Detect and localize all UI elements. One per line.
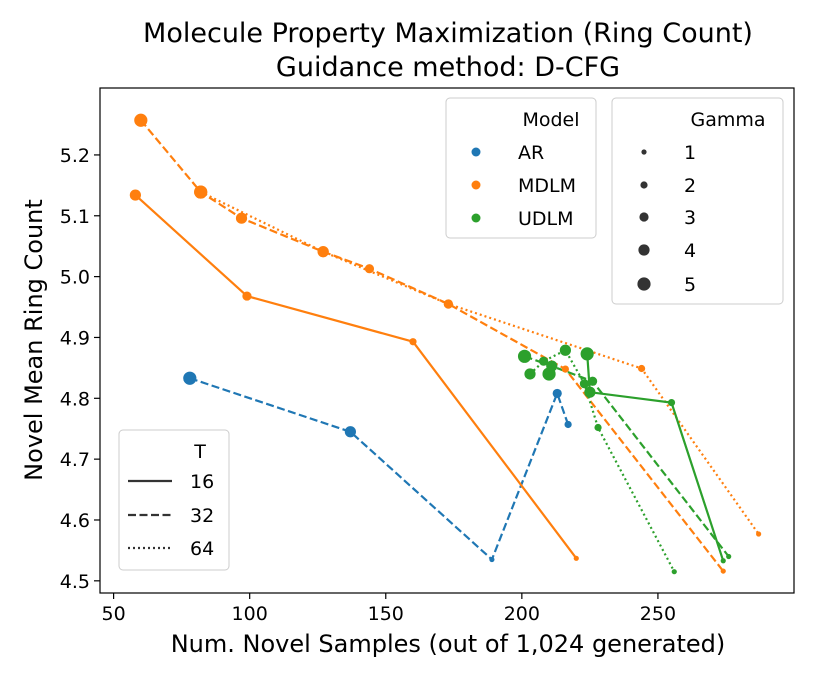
data-point-udlm-t16-3 xyxy=(720,558,726,564)
legend-t-label-32: 32 xyxy=(190,505,214,527)
legend-gamma-marker-2 xyxy=(640,181,648,189)
legend-marker-mdlm xyxy=(471,180,481,190)
legend-gamma-marker-4 xyxy=(638,244,650,256)
legend-gamma-label-4: 4 xyxy=(684,240,696,262)
x-axis-label: Num. Novel Samples (out of 1,024 generat… xyxy=(171,630,726,658)
legend-label-mdlm: MDLM xyxy=(518,175,576,197)
y-tick-label-1: 4.6 xyxy=(60,510,90,532)
legend-gamma-box xyxy=(611,97,784,305)
data-point-mdlm-t32-4 xyxy=(364,264,375,274)
data-point-mdlm-t32-2 xyxy=(235,212,248,224)
data-point-udlm-t64-0 xyxy=(524,368,536,380)
series-line-mdlm-t16 xyxy=(134,194,578,559)
series-line-udlm-t64 xyxy=(529,349,676,573)
data-point-udlm-t64-5 xyxy=(671,569,677,575)
legend-gamma-title: Gamma xyxy=(690,109,765,131)
legend-marker-udlm xyxy=(471,213,481,223)
legend-gamma-label-1: 1 xyxy=(684,142,696,164)
data-point-ar-t32-0 xyxy=(183,371,197,385)
data-point-udlm-t16-1 xyxy=(584,386,596,398)
data-point-udlm-t64-3 xyxy=(579,379,590,389)
y-tick-label-0: 4.5 xyxy=(60,571,90,593)
legend-gamma-label-2: 2 xyxy=(684,175,696,197)
series-line-udlm-t32 xyxy=(524,355,730,558)
x-tick-label-2: 150 xyxy=(368,603,404,625)
data-point-ar-t32-1 xyxy=(344,426,356,438)
legend-model: Model AR MDLM UDLM xyxy=(445,97,597,239)
data-point-ar-t32-3 xyxy=(552,388,562,399)
y-axis-label: Novel Mean Ring Count xyxy=(20,199,48,481)
data-point-mdlm-t16-1 xyxy=(242,291,252,301)
tick-layer: 50 100 150 200 250 4.5 4.6 4.7 4.8 4.9 5.0 5.1 5.2 xyxy=(60,145,676,625)
data-point-mdlm-t64-2 xyxy=(443,299,453,309)
legend-t-label-64: 64 xyxy=(190,538,214,560)
legend-t: T 16 32 64 xyxy=(118,429,230,571)
data-point-udlm-t64-4 xyxy=(594,423,602,432)
data-point-udlm-extra-0 xyxy=(542,367,556,381)
chart-title-line2: Guidance method: D-CFG xyxy=(276,52,620,83)
y-tick-label-6: 5.1 xyxy=(60,206,90,228)
series-line-udlm-t16 xyxy=(586,353,725,562)
data-point-mdlm-t64-0 xyxy=(194,185,208,199)
legend-model-box xyxy=(445,97,597,239)
data-point-mdlm-t64-3 xyxy=(637,364,646,373)
chart-title-line1: Molecule Property Maximization (Ring Cou… xyxy=(143,18,753,49)
legend-gamma-label-5: 5 xyxy=(684,274,696,296)
data-point-mdlm-t64-4 xyxy=(756,531,762,537)
legend-gamma-marker-1 xyxy=(641,149,647,155)
data-point-ar-t32-2 xyxy=(489,556,495,563)
x-tick-label-3: 200 xyxy=(504,603,540,625)
legend-label-ar: AR xyxy=(518,142,544,164)
data-point-mdlm-t16-2 xyxy=(409,338,417,346)
legend-gamma-marker-5 xyxy=(637,277,651,291)
legend-t-title: T xyxy=(193,441,206,463)
y-tick-label-2: 4.7 xyxy=(60,449,90,471)
y-tick-label-4: 4.9 xyxy=(60,327,90,349)
data-point-udlm-t64-1 xyxy=(539,356,549,366)
y-tick-label-5: 5.0 xyxy=(60,267,90,289)
data-point-udlm-t32-2 xyxy=(588,376,598,386)
data-point-ar-t32-4 xyxy=(564,420,572,429)
plot-frame xyxy=(99,87,795,594)
data-point-udlm-t64-2 xyxy=(559,344,571,356)
x-tick-label-1: 100 xyxy=(232,603,268,625)
data-point-udlm-t32-0 xyxy=(517,349,532,363)
data-point-udlm-t32-3 xyxy=(726,553,732,560)
data-point-mdlm-t32-7 xyxy=(720,568,726,574)
legend-t-box xyxy=(118,429,230,571)
data-point-udlm-t16-2 xyxy=(667,398,676,407)
data-point-mdlm-t32-6 xyxy=(561,365,569,373)
series-layer xyxy=(129,113,762,575)
y-tick-label-7: 5.2 xyxy=(60,145,90,167)
data-point-mdlm-t32-0 xyxy=(134,113,148,127)
x-tick-label-4: 250 xyxy=(640,603,676,625)
series-line-ar-t32 xyxy=(189,377,570,561)
legend-marker-ar xyxy=(471,147,481,157)
legend-t-label-16: 16 xyxy=(190,471,214,493)
data-point-mdlm-t16-3 xyxy=(573,555,579,561)
legend-gamma: Gamma 1 2 3 4 5 xyxy=(611,97,784,305)
legend-gamma-label-3: 3 xyxy=(684,207,696,229)
y-tick-label-3: 4.8 xyxy=(60,388,90,410)
legend-gamma-marker-3 xyxy=(639,212,649,222)
legend-model-title: Model xyxy=(522,109,579,131)
data-point-mdlm-t16-0 xyxy=(129,189,141,201)
data-point-mdlm-t64-1 xyxy=(317,246,329,258)
legend-label-udlm: UDLM xyxy=(518,208,574,230)
x-tick-label-0: 50 xyxy=(102,603,126,625)
data-point-udlm-t16-0 xyxy=(580,347,594,361)
